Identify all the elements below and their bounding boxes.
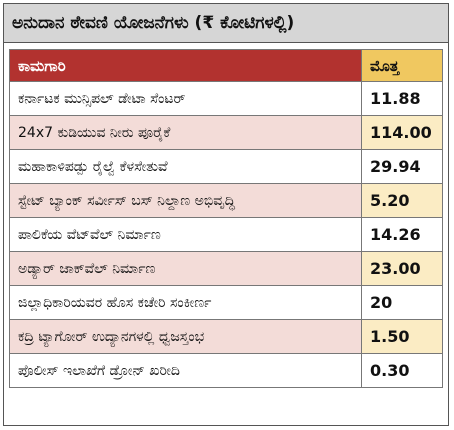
table-row: 24x7 ಕುಡಿಯುವ ನೀರು ಪೂರೈಕೆ 114.00 (9, 115, 443, 150)
table-title: ಅನುದಾನ ಠೇವಣಿ ಯೋಜನೆಗಳು (₹ ಕೋಟಿಗಳಲ್ಲಿ) (4, 4, 448, 43)
project-name: ಅಡ್ಯಾರ್ ಜಾಕ್‌ವೆಲ್ ನಿರ್ಮಾಣ (9, 251, 362, 286)
table-row: ಜಿಲ್ಲಾಧಿಕಾರಿಯವರ ಹೊಸ ಕಚೇರಿ ಸಂಕೀರ್ಣ 20 (9, 285, 443, 320)
project-name: ಕದ್ರಿ ಟ್ಯಾಗೋರ್ ಉದ್ಯಾನಗಳಲ್ಲಿ ಧ್ವಜಸ್ತಂಭ (9, 319, 362, 354)
table-row: ಕರ್ನಾಟಕ ಮುನ್ಸಿಪಲ್ ಡೇಟಾ ಸೆಂಟರ್ 11.88 (9, 81, 443, 116)
project-name: ಸ್ಟೇಟ್ ಬ್ಯಾಂಕ್ ಸರ್ವೀಸ್ ಬಸ್ ನಿಲ್ದಾಣ ಅಭಿವೃ… (9, 183, 362, 218)
project-amount: 23.00 (361, 251, 443, 286)
project-amount: 114.00 (361, 115, 443, 150)
project-amount: 5.20 (361, 183, 443, 218)
project-amount: 0.30 (361, 353, 443, 388)
project-name: 24x7 ಕುಡಿಯುವ ನೀರು ಪೂರೈಕೆ (9, 115, 362, 150)
deposit-projects-card: ಅನುದಾನ ಠೇವಣಿ ಯೋಜನೆಗಳು (₹ ಕೋಟಿಗಳಲ್ಲಿ) ಕಾಮ… (3, 3, 449, 426)
project-amount: 20 (361, 285, 443, 320)
project-amount: 1.50 (361, 319, 443, 354)
projects-table: ಕಾಮಗಾರಿ ಮೊತ್ತ ಕರ್ನಾಟಕ ಮುನ್ಸಿಪಲ್ ಡೇಟಾ ಸೆಂ… (9, 49, 443, 388)
project-amount: 11.88 (361, 81, 443, 116)
header-amount: ಮೊತ್ತ (361, 49, 443, 82)
project-name: ಮಹಾಕಾಳಿಪಡ್ಪು ರೈಲ್ವೆ ಕೆಳಸೇತುವೆ (9, 149, 362, 184)
project-name: ಪಾಲಿಕೆಯ ವೆಟ್‌ವೆಲ್ ನಿರ್ಮಾಣ (9, 217, 362, 252)
project-name: ಕರ್ನಾಟಕ ಮುನ್ಸಿಪಲ್ ಡೇಟಾ ಸೆಂಟರ್ (9, 81, 362, 116)
header-work: ಕಾಮಗಾರಿ (9, 49, 362, 82)
project-amount: 29.94 (361, 149, 443, 184)
table-row: ಅಡ್ಯಾರ್ ಜಾಕ್‌ವೆಲ್ ನಿರ್ಮಾಣ 23.00 (9, 251, 443, 286)
table-row: ಕದ್ರಿ ಟ್ಯಾಗೋರ್ ಉದ್ಯಾನಗಳಲ್ಲಿ ಧ್ವಜಸ್ತಂಭ 1.5… (9, 319, 443, 354)
table-row: ಸ್ಟೇಟ್ ಬ್ಯಾಂಕ್ ಸರ್ವೀಸ್ ಬಸ್ ನಿಲ್ದಾಣ ಅಭಿವೃ… (9, 183, 443, 218)
project-amount: 14.26 (361, 217, 443, 252)
project-name: ಜಿಲ್ಲಾಧಿಕಾರಿಯವರ ಹೊಸ ಕಚೇರಿ ಸಂಕೀರ್ಣ (9, 285, 362, 320)
table-row: ಪೊಲೀಸ್ ಇಲಾಖೆಗೆ ಡ್ರೋನ್ ಖರೀದಿ 0.30 (9, 353, 443, 388)
table-header-row: ಕಾಮಗಾರಿ ಮೊತ್ತ (9, 49, 443, 82)
table-row: ಮಹಾಕಾಳಿಪಡ್ಪು ರೈಲ್ವೆ ಕೆಳಸೇತುವೆ 29.94 (9, 149, 443, 184)
table-row: ಪಾಲಿಕೆಯ ವೆಟ್‌ವೆಲ್ ನಿರ್ಮಾಣ 14.26 (9, 217, 443, 252)
project-name: ಪೊಲೀಸ್ ಇಲಾಖೆಗೆ ಡ್ರೋನ್ ಖರೀದಿ (9, 353, 362, 388)
table-wrapper: ಕಾಮಗಾರಿ ಮೊತ್ತ ಕರ್ನಾಟಕ ಮುನ್ಸಿಪಲ್ ಡೇಟಾ ಸೆಂ… (4, 43, 448, 388)
